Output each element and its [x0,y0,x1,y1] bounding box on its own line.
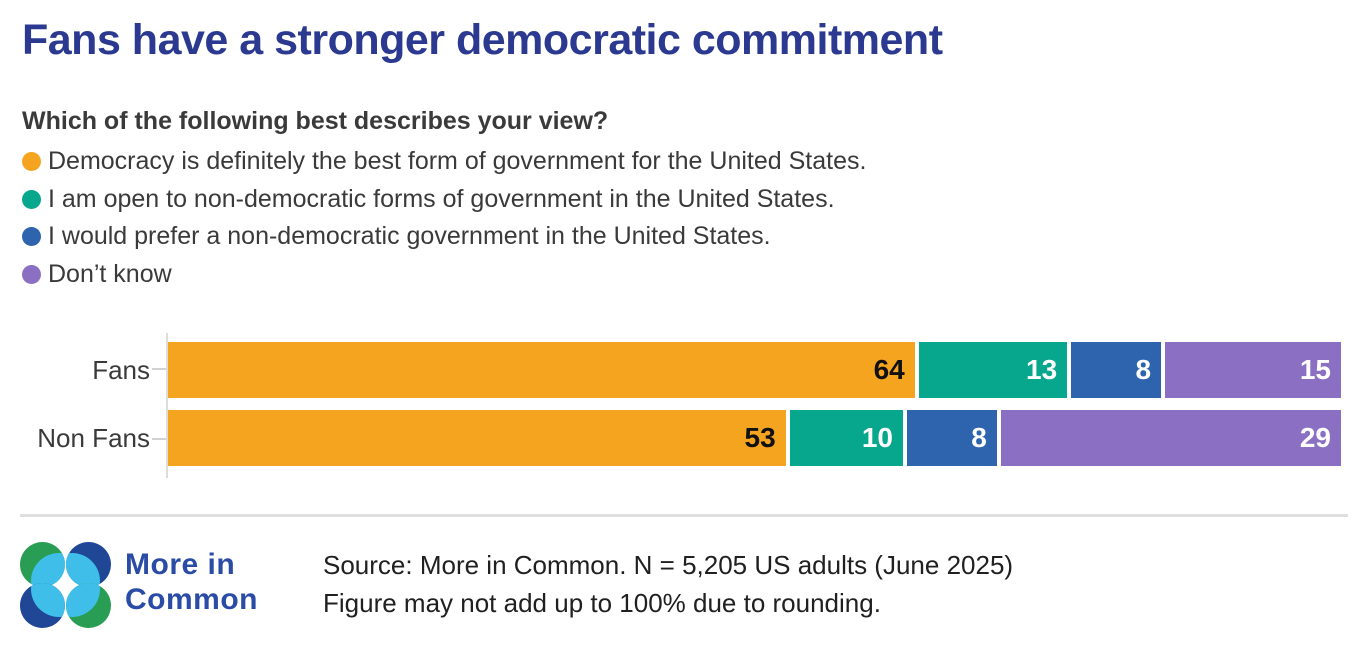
source-note: Source: More in Common. N = 5,205 US adu… [323,546,1013,622]
bar-row-fans: 64 13 8 15 [168,342,1341,398]
page-title: Fans have a stronger democratic commitme… [22,16,943,64]
legend-label: Don’t know [48,259,172,288]
bar-value-label: 13 [1026,354,1058,385]
bar-value-label: 10 [861,422,893,453]
logo-petal-bottom-left [20,583,65,628]
category-label-fans: Fans [92,355,150,385]
legend-dot-icon [22,264,41,284]
legend-dot-icon [22,152,41,172]
logo-petal-top-left [20,542,65,587]
more-in-common-logo [20,542,112,628]
bar-segment: 15 [1165,342,1341,398]
bar-segment: 8 [906,410,1001,466]
bar-value-label: 64 [873,354,905,385]
source-line2: Figure may not add up to 100% due to rou… [323,588,881,618]
logo-petal-bottom-right [66,583,111,628]
bar-segment: 29 [1000,410,1341,466]
bar-segment: 13 [918,342,1072,398]
y-axis-line [166,333,168,478]
bar-segment: 53 [168,410,790,466]
logo-lens [31,583,65,617]
footer-divider [20,514,1348,517]
bar-value-label: 8 [1135,354,1152,385]
source-line1: Source: More in Common. N = 5,205 US adu… [323,550,1014,580]
bar-segment: 64 [168,342,919,398]
legend-item-1: I am open to non-democratic forms of gov… [22,181,866,219]
legend-dot-icon [22,227,41,247]
chart-legend: Democracy is definitely the best form of… [22,143,866,293]
logo-lens [66,553,100,587]
chart-question: Which of the following best describes yo… [22,107,609,135]
bar-value-label: 53 [744,422,776,453]
logo-petal-top-right [66,542,111,587]
logo-wordmark-line2: Common [125,583,258,616]
logo-lens [66,583,100,617]
category-label-non-fans: Non Fans [37,423,150,453]
legend-item-2: I would prefer a non-democratic governme… [22,218,866,256]
legend-item-3: Don’t know [22,256,866,294]
bar-segment: 10 [789,410,907,466]
legend-label: I am open to non-democratic forms of gov… [48,184,835,213]
logo-wordmark-line1: More in [125,548,236,581]
bar-value-label: 15 [1299,354,1331,385]
axis-tick-nonfans [152,438,166,440]
legend-label: Democracy is definitely the best form of… [48,147,867,176]
bar-value-label: 29 [1299,422,1331,453]
logo-lens [31,553,65,587]
legend-label: I would prefer a non-democratic governme… [48,222,771,251]
bar-value-label: 8 [971,422,987,453]
bar-row-non-fans: 53 10 8 29 [168,410,1341,466]
axis-tick-fans [152,368,166,370]
legend-dot-icon [22,189,41,209]
bar-segment: 8 [1071,342,1166,398]
logo-wordmark: More in Common [125,547,258,617]
legend-item-0: Democracy is definitely the best form of… [22,143,866,181]
